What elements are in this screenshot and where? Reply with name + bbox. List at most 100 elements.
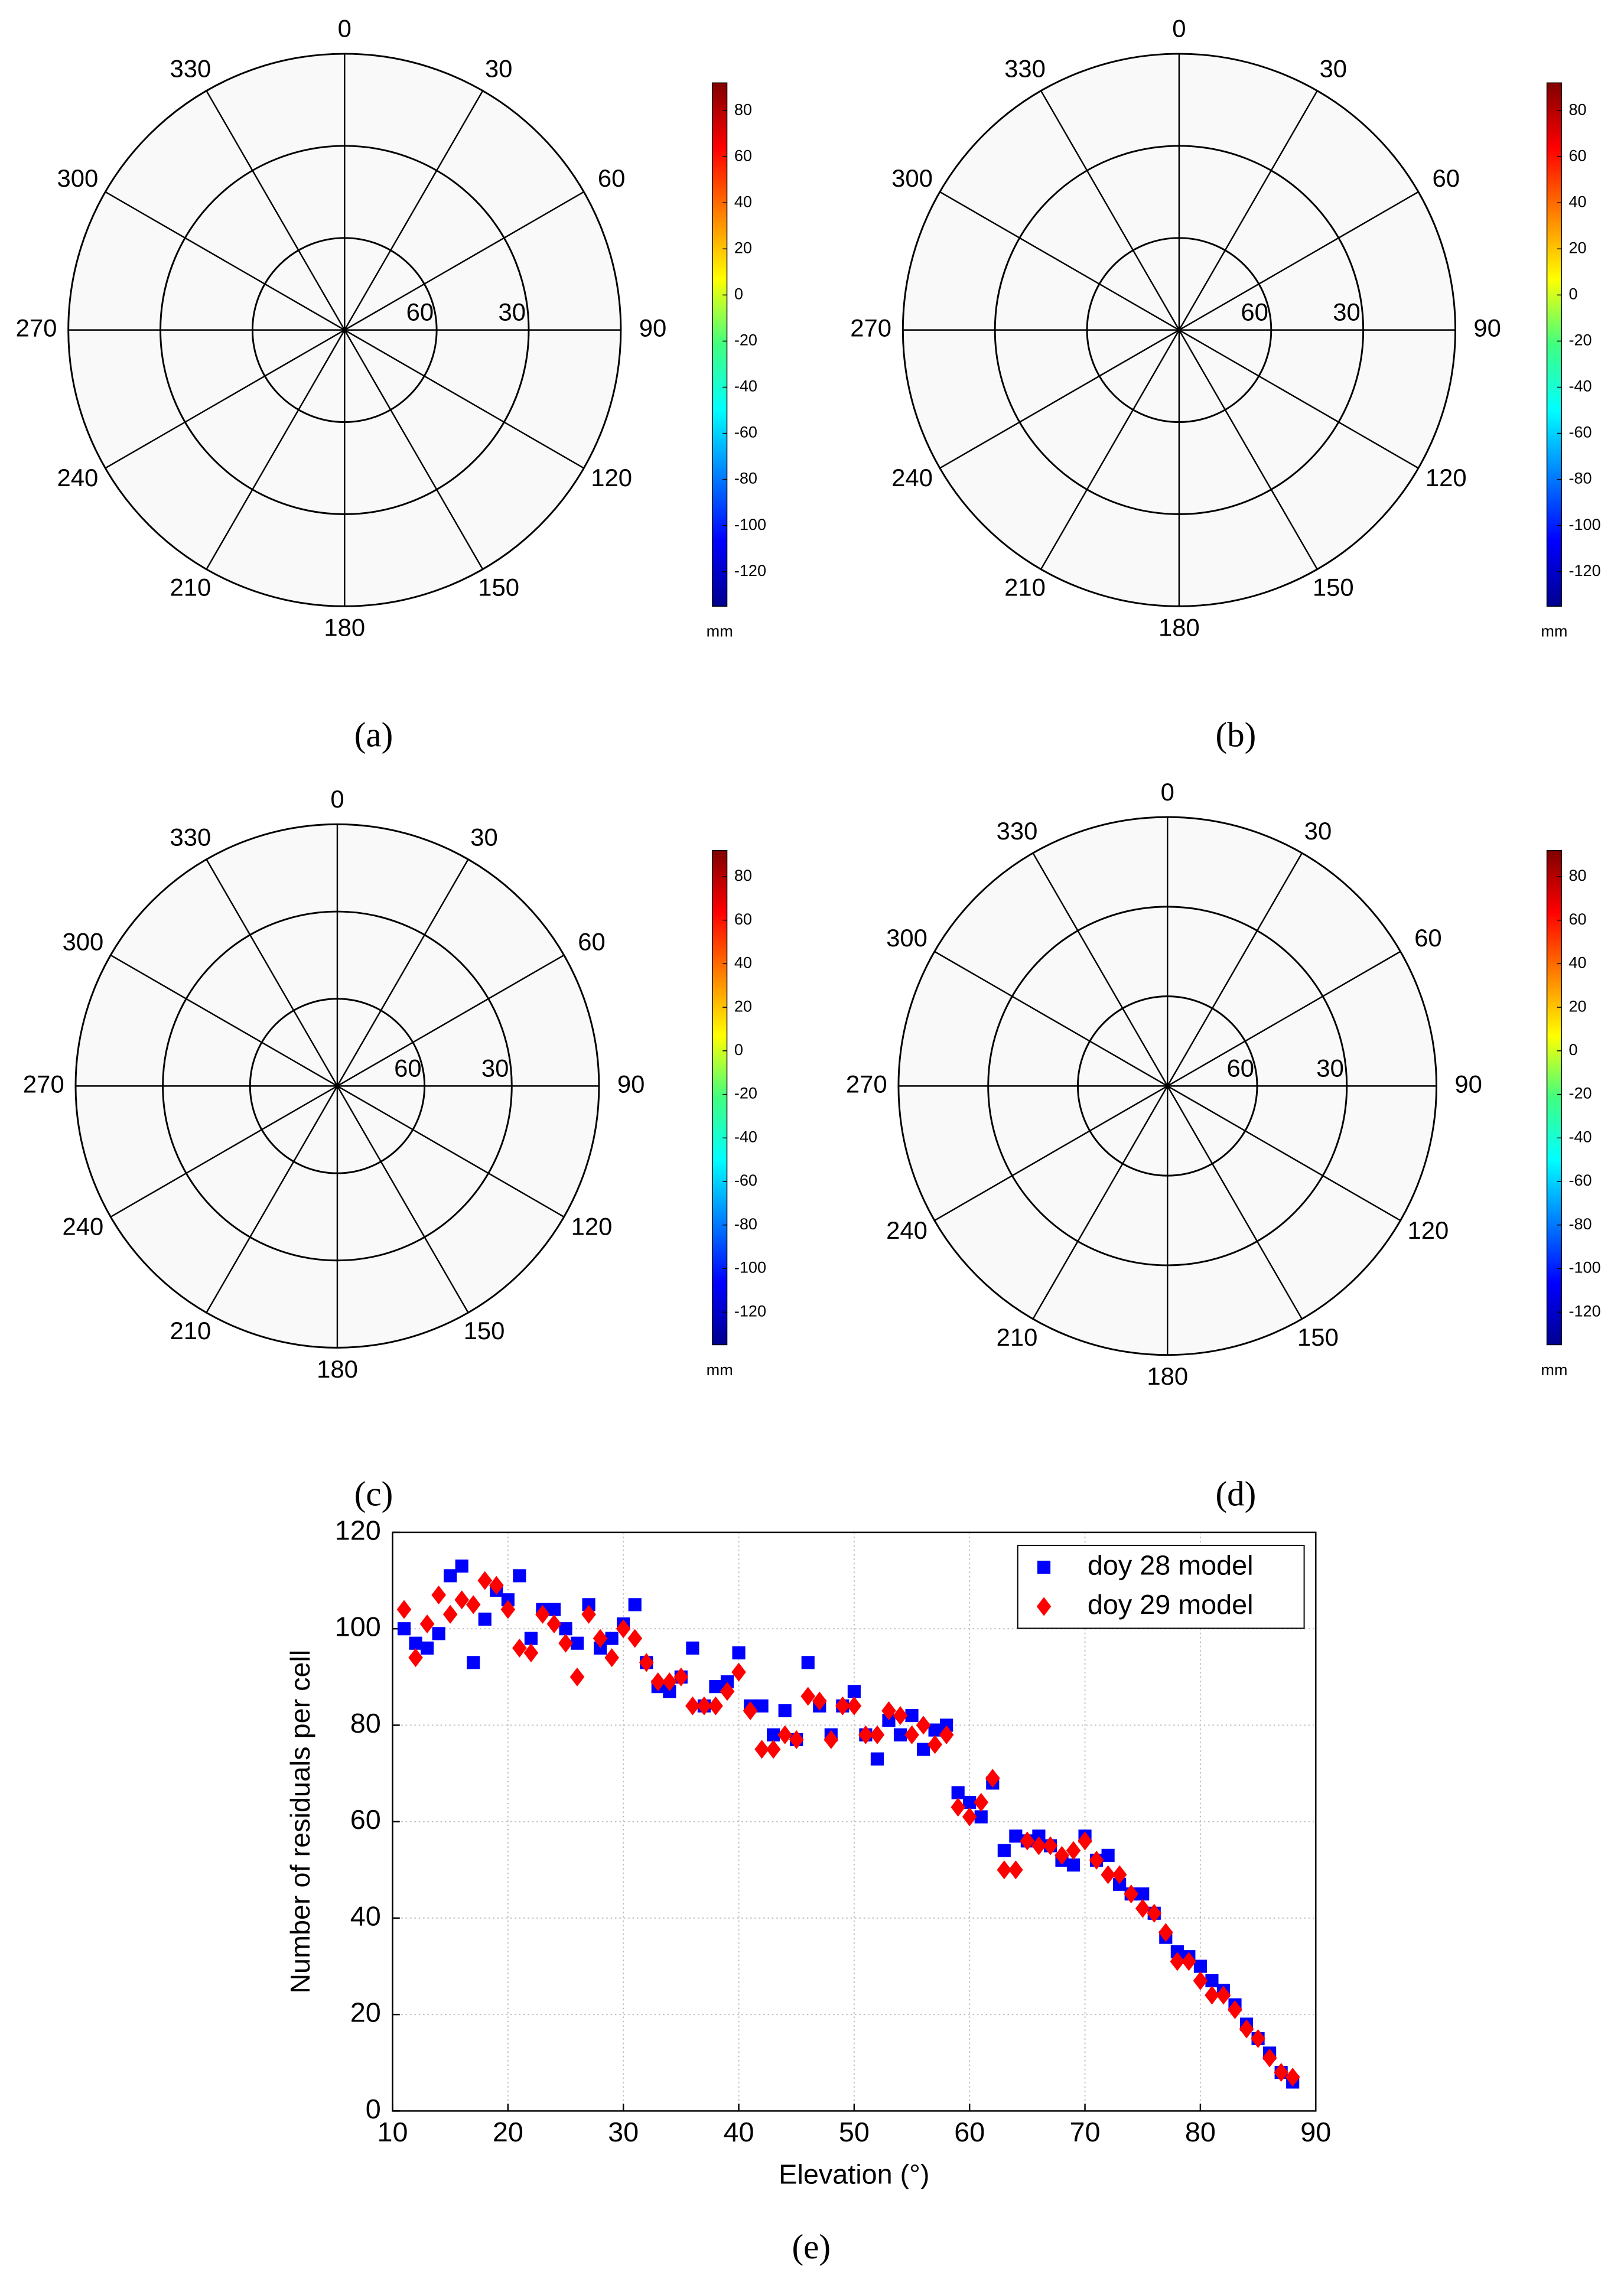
point xyxy=(501,1593,515,1607)
elevation-ring xyxy=(251,237,438,423)
colorbar-tick-label: -80 xyxy=(1568,1215,1592,1233)
colorbar-tick-label: -80 xyxy=(1568,469,1592,487)
x-tick-label: 20 xyxy=(493,2117,523,2147)
azimuth-spoke xyxy=(206,90,346,331)
azimuth-label: 30 xyxy=(1304,817,1332,845)
azimuth-spoke xyxy=(1032,1085,1169,1320)
point xyxy=(535,1604,550,1624)
azimuth-label: 0 xyxy=(1172,15,1186,43)
x-tick-label: 80 xyxy=(1185,2117,1216,2147)
point xyxy=(1055,1845,1069,1865)
legend-box xyxy=(1017,1545,1305,1629)
point xyxy=(1066,1858,1081,1872)
azimuth-label: 150 xyxy=(1297,1323,1339,1351)
y-tick-label: 100 xyxy=(335,1612,381,1642)
azimuth-label: 90 xyxy=(617,1070,645,1098)
point xyxy=(928,1723,942,1737)
colorbar-tick-label: -20 xyxy=(734,1084,757,1102)
colorbar-tick-label: -100 xyxy=(1568,1258,1600,1277)
point xyxy=(962,1807,977,1827)
colorbar-tick-label: 0 xyxy=(1568,285,1577,303)
point xyxy=(1112,1865,1127,1884)
azimuth-label: 60 xyxy=(1414,924,1442,952)
colorbar-tick-label: 40 xyxy=(734,953,752,972)
point xyxy=(905,1709,919,1723)
azimuth-spoke xyxy=(336,859,469,1087)
point xyxy=(801,1656,815,1669)
x-axis-label: Elevation (°) xyxy=(779,2159,929,2190)
azimuth-label: 120 xyxy=(1426,464,1467,491)
colorbar xyxy=(712,82,728,607)
point xyxy=(1205,1985,1219,2005)
colorbar-unit: mm xyxy=(707,1360,733,1379)
colorbar-tick-label: 0 xyxy=(734,1040,743,1059)
point xyxy=(1043,1836,1058,1855)
point xyxy=(1113,1877,1127,1891)
point xyxy=(673,1667,689,1687)
point xyxy=(1101,1848,1115,1862)
point xyxy=(709,1680,722,1694)
point xyxy=(442,1604,458,1624)
azimuth-label: 90 xyxy=(639,314,667,342)
elevation-ring xyxy=(160,145,530,515)
azimuth-spoke xyxy=(1032,852,1169,1087)
colorbar-tick-label: 0 xyxy=(734,285,743,303)
azimuth-label: 60 xyxy=(1432,164,1460,192)
point xyxy=(767,1728,780,1741)
colorbar-tick-label: -120 xyxy=(734,1301,766,1320)
elevation-label: 30 xyxy=(1333,298,1361,326)
azimuth-label: 120 xyxy=(1408,1216,1449,1244)
colorbar-tick-label: 80 xyxy=(1568,100,1586,118)
colorbar-tick-label: -120 xyxy=(734,561,766,580)
point xyxy=(455,1560,468,1573)
point xyxy=(432,1627,445,1640)
point xyxy=(917,1743,930,1756)
point xyxy=(421,1641,434,1655)
point xyxy=(524,1632,538,1645)
point xyxy=(732,1646,746,1660)
x-tick-label: 40 xyxy=(724,2117,754,2147)
elevation-ring xyxy=(994,145,1365,515)
azimuth-spoke xyxy=(206,1085,339,1313)
colorbar-tick-label: 40 xyxy=(734,192,752,210)
colorbar-unit: mm xyxy=(1541,1360,1567,1379)
y-axis-label: Number of residuals per cell xyxy=(285,1650,315,1994)
azimuth-label: 0 xyxy=(338,15,352,43)
x-tick-label: 50 xyxy=(839,2117,870,2147)
x-tick-label: 90 xyxy=(1300,2117,1331,2147)
point xyxy=(605,1632,619,1645)
colorbar-tick-label: 60 xyxy=(1568,146,1586,164)
azimuth-spoke xyxy=(1040,90,1180,331)
azimuth-label: 180 xyxy=(1147,1362,1188,1390)
point xyxy=(663,1685,676,1698)
azimuth-label: 210 xyxy=(997,1323,1038,1351)
panel-label: (b) xyxy=(1215,715,1256,754)
azimuth-spoke xyxy=(337,1085,565,1218)
azimuth-label: 0 xyxy=(330,785,344,813)
azimuth-spoke xyxy=(939,191,1180,331)
point xyxy=(477,1571,493,1590)
point xyxy=(766,1740,781,1759)
azimuth-label: 330 xyxy=(170,55,211,83)
point xyxy=(1124,1884,1139,1904)
elevation-ring xyxy=(249,998,426,1174)
point xyxy=(594,1641,607,1655)
azimuth-label: 30 xyxy=(1320,55,1348,83)
colorbar-tick-label: 80 xyxy=(734,866,752,884)
point xyxy=(582,1598,595,1612)
azimuth-label: 210 xyxy=(170,1317,211,1345)
point xyxy=(467,1656,480,1669)
y-tick-label: 20 xyxy=(350,1997,381,2028)
colorbar-tick-label: -40 xyxy=(734,377,757,395)
colorbar-tick-label: 60 xyxy=(1568,910,1586,928)
azimuth-label: 300 xyxy=(57,164,99,192)
point xyxy=(997,1844,1011,1857)
azimuth-spoke xyxy=(344,90,484,331)
point xyxy=(397,1622,411,1636)
colorbar-tick-label: -20 xyxy=(734,331,757,349)
colorbar-tick-label: 60 xyxy=(734,146,752,164)
point xyxy=(570,1636,584,1650)
colorbar-tick-label: 80 xyxy=(1568,866,1586,884)
azimuth-label: 150 xyxy=(478,574,519,601)
